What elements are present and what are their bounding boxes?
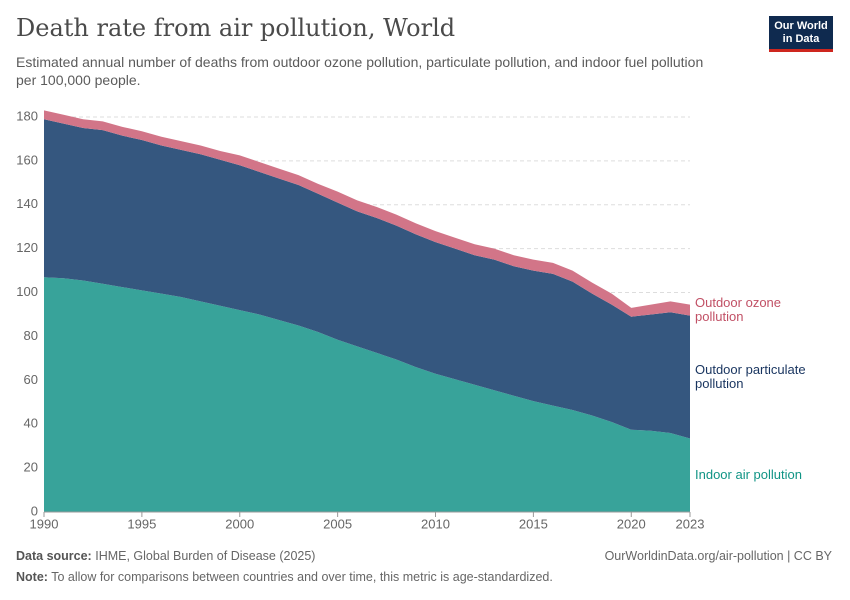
note: Note: To allow for comparisons between c… [16, 570, 553, 584]
x-tick-label: 1990 [30, 516, 59, 531]
y-tick-label: 100 [16, 284, 38, 299]
y-tick-label: 60 [24, 372, 38, 387]
y-tick-label: 180 [16, 108, 38, 123]
series-label[interactable]: Indoor air pollution [695, 467, 802, 483]
source: Data source: IHME, Global Burden of Dise… [16, 549, 315, 563]
logo-line: Our World [774, 20, 828, 32]
source-label: Data source: [16, 549, 92, 563]
y-tick-label: 0 [31, 503, 38, 518]
area [44, 277, 690, 512]
series-label[interactable]: Outdoor particulate pollution [695, 362, 806, 392]
y-tick-label: 80 [24, 328, 38, 343]
series-label[interactable]: Outdoor ozone pollution [695, 295, 782, 325]
y-tick-label: 160 [16, 152, 38, 167]
source-text: IHME, Global Burden of Disease (2025) [95, 549, 316, 563]
logo[interactable]: Our World in Data [769, 16, 833, 52]
x-tick-label: 1995 [127, 516, 156, 531]
x-tick-label: 2015 [519, 516, 548, 531]
y-tick-label: 40 [24, 416, 38, 431]
logo-line: in Data [782, 33, 820, 45]
y-tick-label: 20 [24, 460, 38, 475]
x-tick-label: 2020 [617, 516, 646, 531]
note-text: To allow for comparisons between countri… [51, 570, 553, 584]
x-tick-label: 2010 [421, 516, 450, 531]
chart-title: Death rate from air pollution, World [16, 14, 456, 42]
chart-subtitle: Estimated annual number of deaths from o… [16, 54, 704, 88]
x-tick-label: 2005 [323, 516, 352, 531]
license[interactable]: OurWorldinData.org/air-pollution | CC BY [604, 549, 832, 563]
area [44, 110, 690, 317]
y-tick-label: 120 [16, 240, 38, 255]
y-tick-label: 140 [16, 196, 38, 211]
area [44, 119, 690, 439]
x-tick-label: 2000 [225, 516, 254, 531]
note-label: Note: [16, 570, 48, 584]
x-tick-label: 2023 [676, 516, 705, 531]
